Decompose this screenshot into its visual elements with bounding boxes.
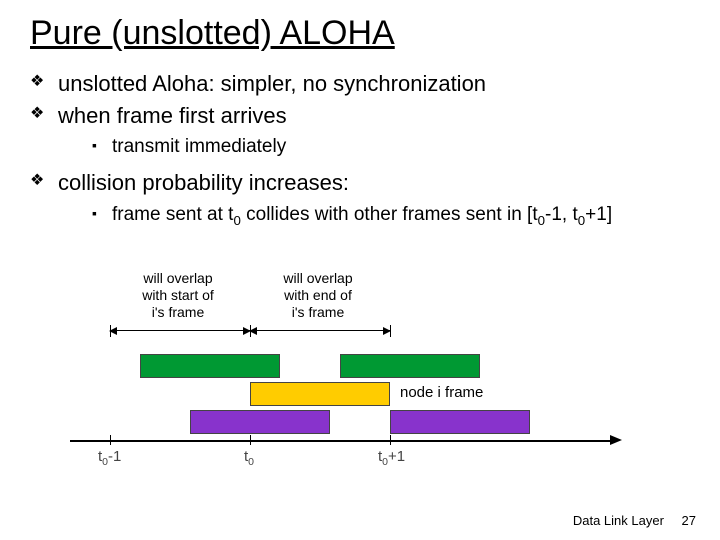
annot-left-l1: will overlap	[143, 270, 212, 286]
frame-purple-1	[190, 410, 330, 434]
bullet-3: collision probability increases: frame s…	[30, 168, 690, 229]
b3s1-part4: +1]	[585, 204, 612, 225]
label-t0m1: t0-1	[98, 448, 121, 468]
tick-t0p1	[390, 435, 391, 445]
b3s1-sub2: 0	[538, 213, 545, 228]
tick-t0m1	[110, 435, 111, 445]
arrow-right-span	[250, 330, 390, 331]
guide-t0p1-top	[390, 325, 391, 337]
time-axis-arrowhead	[610, 435, 622, 445]
b3s1-part1: frame sent at t	[112, 204, 233, 225]
annot-left: will overlap with start of i's frame	[108, 270, 248, 320]
annot-right: will overlap with end of i's frame	[248, 270, 388, 320]
node-i-label: node i frame	[400, 384, 483, 401]
frame-node-i	[250, 382, 390, 406]
bullet-2: when frame first arrives transmit immedi…	[30, 101, 690, 160]
annot-right-l3: i's frame	[292, 304, 344, 320]
b3s1-part3: -1, t	[545, 204, 578, 225]
guide-t0-top	[250, 325, 251, 337]
label-t0p1: t0+1	[378, 448, 405, 468]
annot-left-l3: i's frame	[152, 304, 204, 320]
bullet-3-text: collision probability increases:	[58, 170, 349, 195]
footer-section: Data Link Layer	[573, 513, 664, 528]
bullet-2-text: when frame first arrives	[58, 103, 287, 128]
arrow-left-span	[110, 330, 250, 331]
t-sub-2: 0	[248, 456, 254, 468]
tick-t0	[250, 435, 251, 445]
bullet-1: unslotted Aloha: simpler, no synchroniza…	[30, 69, 690, 99]
frame-green-2	[340, 354, 480, 378]
bullet-list: unslotted Aloha: simpler, no synchroniza…	[30, 69, 690, 229]
bullet-3-sub-1: frame sent at t0 collides with other fra…	[92, 202, 690, 230]
slide-footer: Data Link Layer 27	[573, 513, 696, 528]
slide-title: Pure (unslotted) ALOHA	[30, 14, 690, 53]
annot-left-l2: with start of	[142, 287, 214, 303]
guide-t0m1-top	[110, 325, 111, 337]
annot-right-l1: will overlap	[283, 270, 352, 286]
annot-right-l2: with end of	[284, 287, 352, 303]
t-minus: -1	[108, 448, 121, 465]
b3s1-part2: collides with other frames sent in [t	[241, 204, 538, 225]
footer-page: 27	[682, 513, 696, 528]
bullet-2-sub-1: transmit immediately	[92, 134, 690, 160]
frame-purple-2	[390, 410, 530, 434]
time-axis	[70, 440, 610, 442]
label-t0: t0	[244, 448, 254, 468]
b3s1-sub1: 0	[233, 213, 240, 228]
t-plus: +1	[388, 448, 405, 465]
frame-green-1	[140, 354, 280, 378]
aloha-timing-diagram: will overlap with start of i's frame wil…	[70, 270, 630, 480]
